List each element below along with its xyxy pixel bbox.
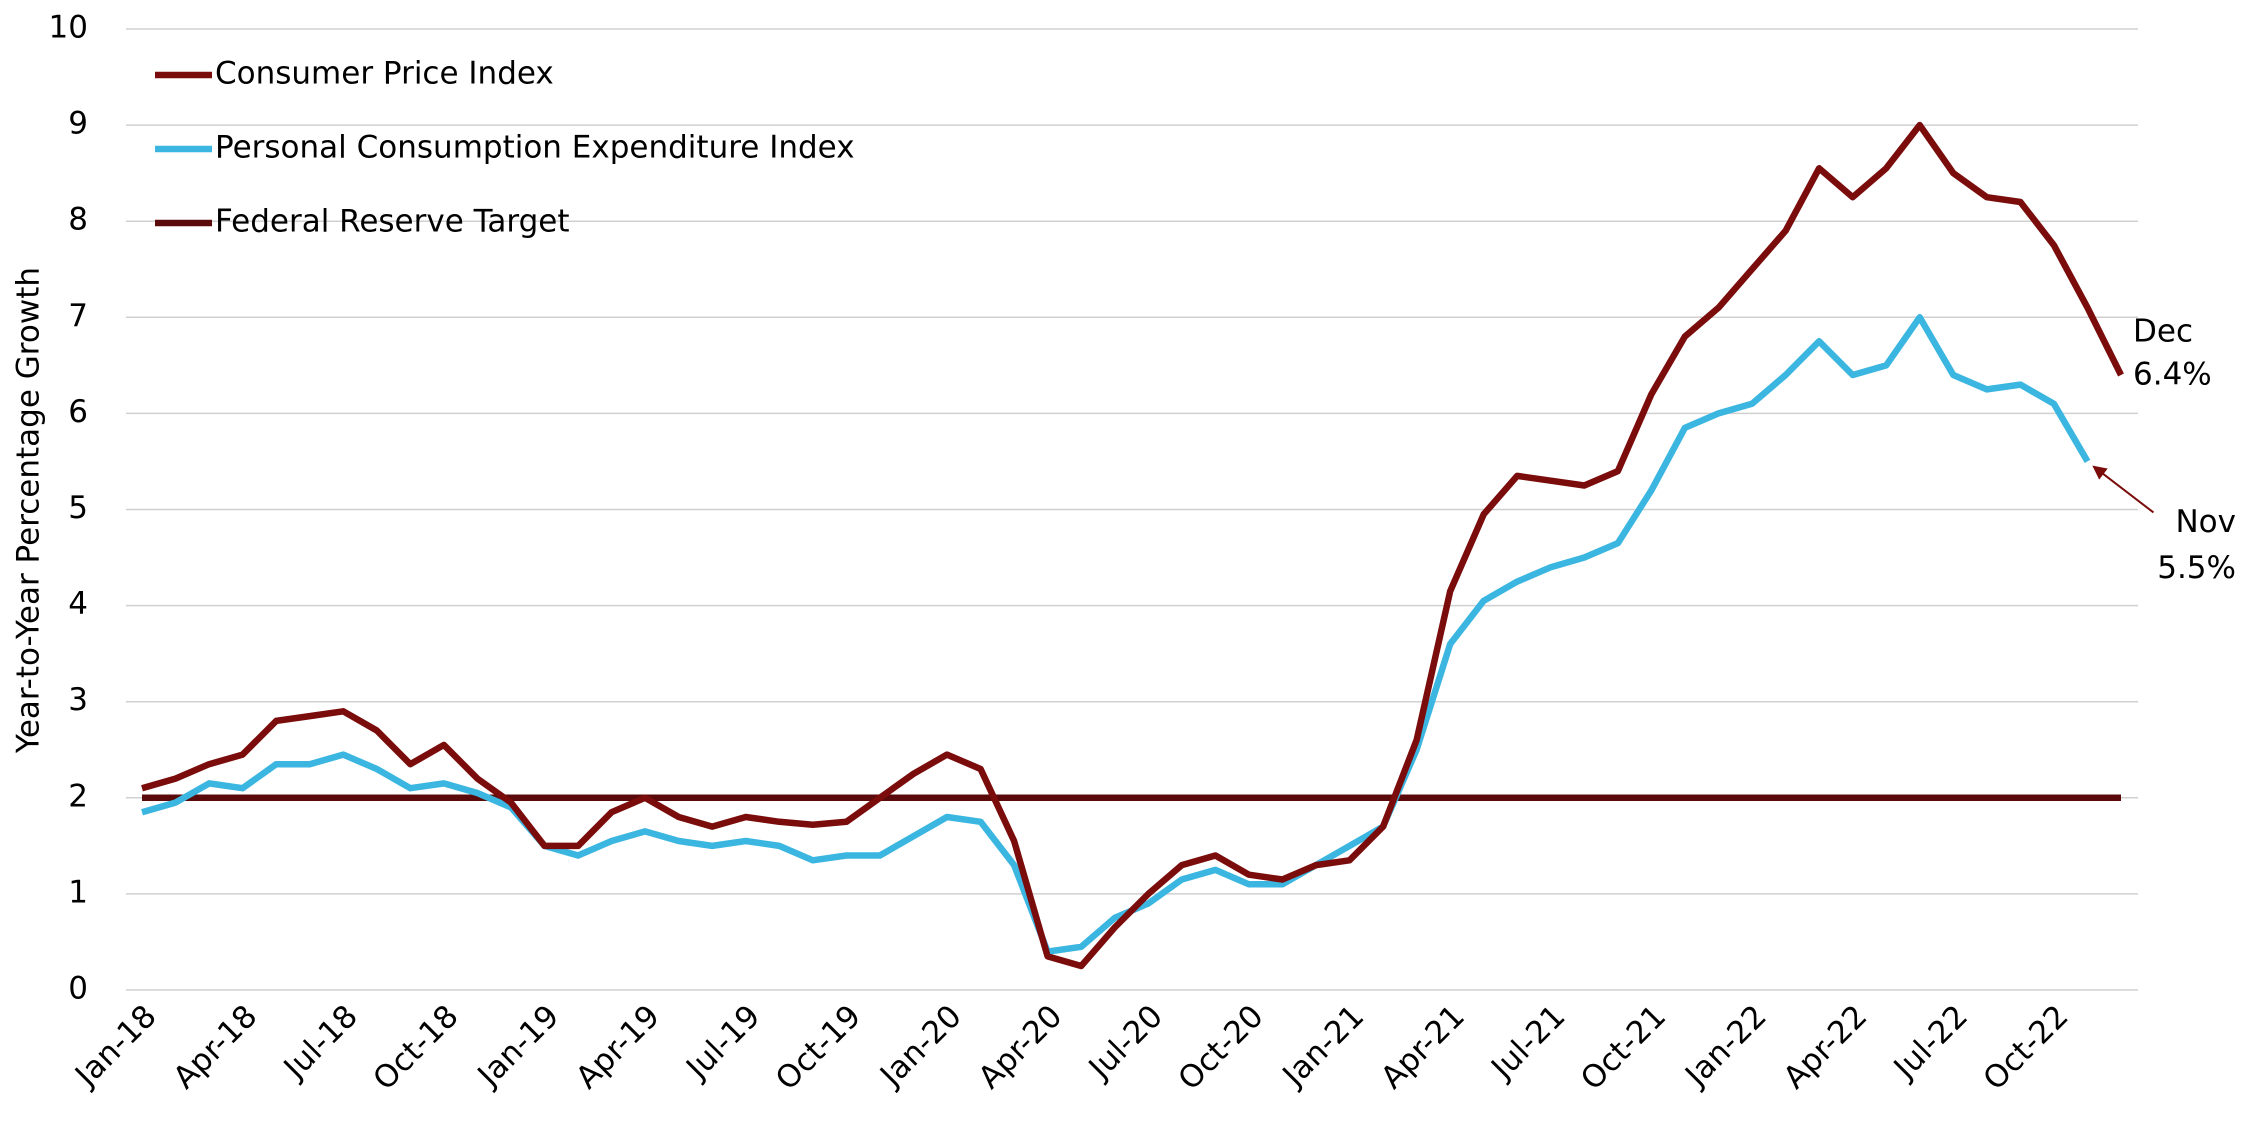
annotation-arrow xyxy=(2092,465,2155,514)
y-tick-label: 7 xyxy=(68,298,88,334)
series-line xyxy=(141,314,2091,955)
x-tick-label: Apr-19 xyxy=(569,998,667,1096)
series-line xyxy=(141,121,2124,970)
y-tick-label: 10 xyxy=(49,10,88,46)
x-tick-label: Jan-18 xyxy=(67,998,163,1094)
y-tick-label: 9 xyxy=(68,106,88,142)
x-tick-label: Jan-20 xyxy=(872,998,968,1094)
x-tick-label: Jan-19 xyxy=(470,998,566,1094)
y-tick-label: 5 xyxy=(68,490,88,526)
x-tick-label: Oct-19 xyxy=(769,998,868,1097)
x-tick-label: Jul-20 xyxy=(1081,998,1170,1087)
y-tick-label: 6 xyxy=(68,394,88,430)
x-tick-label: Apr-22 xyxy=(1777,998,1875,1096)
annotation: Nov xyxy=(2175,504,2236,540)
y-tick-label: 8 xyxy=(68,202,88,238)
x-tick-label: Jul-18 xyxy=(276,998,365,1087)
x-tick-label: Oct-20 xyxy=(1171,998,1270,1097)
x-tick-label: Oct-21 xyxy=(1574,998,1673,1097)
x-tick-label: Apr-18 xyxy=(167,998,265,1096)
x-tick-label: Jan-22 xyxy=(1677,998,1773,1094)
legend-label: Consumer Price Index xyxy=(215,56,554,92)
annotation: Dec xyxy=(2133,313,2193,349)
x-tick-label: Oct-18 xyxy=(366,998,465,1097)
y-tick-label: 3 xyxy=(68,682,88,718)
x-tick-label: Jul-21 xyxy=(1483,998,1572,1087)
x-tick-label: Jul-19 xyxy=(678,998,767,1087)
y-axis-label: Year-to-Year Percentage Growth xyxy=(11,267,47,754)
y-tick-label: 1 xyxy=(68,874,88,910)
y-tick-label: 0 xyxy=(68,971,88,1007)
x-tick-label: Oct-22 xyxy=(1976,998,2075,1097)
x-tick-label: Jul-22 xyxy=(1886,998,1975,1087)
annotation: 5.5% xyxy=(2157,550,2236,586)
annotation: 6.4% xyxy=(2133,356,2212,392)
legend-label: Federal Reserve Target xyxy=(215,204,570,240)
y-tick-label: 4 xyxy=(68,586,88,622)
legend-label: Personal Consumption Expenditure Index xyxy=(215,130,855,166)
y-tick-label: 2 xyxy=(68,778,88,814)
x-tick-label: Apr-21 xyxy=(1374,998,1472,1096)
x-tick-label: Jan-21 xyxy=(1275,998,1371,1094)
x-tick-label: Apr-20 xyxy=(972,998,1070,1096)
